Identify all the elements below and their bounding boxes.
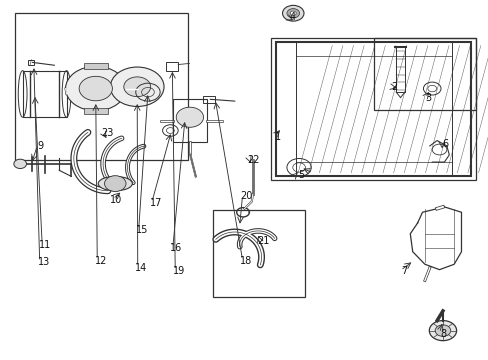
Text: 23: 23 [101,129,113,138]
Text: 7: 7 [400,266,406,276]
Text: 16: 16 [170,243,182,253]
Text: 12: 12 [94,256,106,266]
Circle shape [123,77,150,96]
Circle shape [282,5,304,21]
Text: 21: 21 [256,236,269,246]
Circle shape [79,76,112,101]
Circle shape [286,9,299,18]
Text: 14: 14 [135,263,147,273]
Text: 19: 19 [172,266,184,276]
Circle shape [434,325,450,336]
Bar [212,211,305,297]
Bar [166,62,178,71]
Bar [373,39,475,110]
Circle shape [176,107,203,127]
Circle shape [104,176,126,192]
Text: 4: 4 [288,12,295,22]
Text: 1: 1 [274,132,280,142]
Text: 13: 13 [38,257,50,267]
Text: 22: 22 [246,155,259,165]
Circle shape [14,159,26,168]
Bar [83,108,108,114]
Text: 15: 15 [136,225,148,235]
Text: 3: 3 [425,93,431,103]
Circle shape [428,320,456,341]
Bar [276,42,295,176]
Text: 10: 10 [110,195,122,205]
Bar [22,71,66,117]
Text: 20: 20 [240,191,252,201]
Bar [83,63,108,69]
Bar [276,42,470,176]
Ellipse shape [98,176,132,191]
Text: 6: 6 [442,139,447,149]
Text: 9: 9 [38,141,43,151]
Text: 11: 11 [40,239,52,249]
Bar [271,39,475,180]
Bar [15,13,188,160]
Text: 8: 8 [440,329,446,339]
Text: 2: 2 [391,82,397,92]
Text: 17: 17 [149,198,162,208]
Bar [27,59,34,65]
Bar [451,42,470,176]
Circle shape [65,66,126,111]
Bar [395,47,404,92]
Text: 18: 18 [239,256,252,266]
Circle shape [110,67,163,107]
Bar [203,96,215,103]
Bar [172,99,206,142]
Circle shape [290,11,296,15]
Text: 5: 5 [298,170,304,180]
